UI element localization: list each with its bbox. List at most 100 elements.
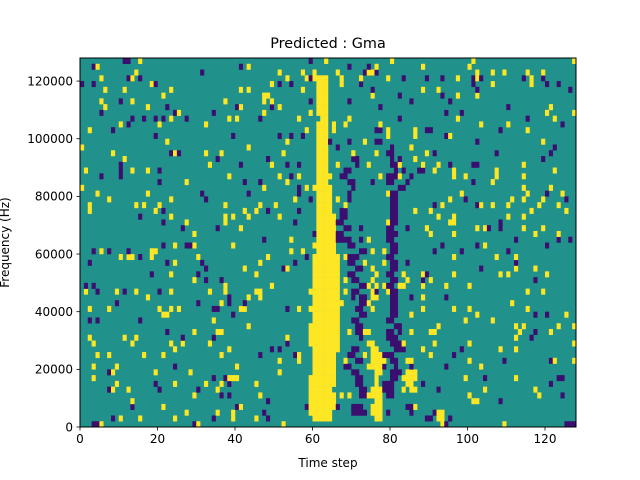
heatmap-cell bbox=[378, 403, 383, 410]
heatmap-cell bbox=[343, 173, 348, 180]
heatmap-cell bbox=[145, 104, 151, 111]
heatmap-cell bbox=[347, 352, 352, 359]
heatmap-cell bbox=[475, 92, 480, 99]
heatmap-cell bbox=[374, 386, 379, 393]
heatmap-cell bbox=[459, 346, 464, 353]
heatmap-cell bbox=[324, 334, 329, 341]
heatmap-cell bbox=[80, 184, 85, 191]
heatmap-cell bbox=[541, 196, 546, 203]
heatmap-cell bbox=[161, 92, 166, 99]
heatmap-cell bbox=[386, 190, 391, 197]
heatmap-cell bbox=[134, 334, 139, 341]
heatmap-cell bbox=[87, 317, 92, 324]
heatmap-cell bbox=[328, 323, 333, 330]
heatmap-cell bbox=[324, 317, 329, 324]
heatmap-cell bbox=[355, 305, 360, 312]
heatmap-cell bbox=[514, 334, 519, 341]
heatmap-cell bbox=[440, 75, 445, 82]
heatmap-cell bbox=[246, 86, 251, 93]
heatmap-cell bbox=[541, 75, 546, 82]
heatmap-cell bbox=[320, 311, 325, 318]
heatmap-cell bbox=[316, 317, 321, 324]
heatmap-cell bbox=[219, 380, 224, 387]
heatmap-cell bbox=[401, 340, 406, 347]
heatmap-cell bbox=[324, 294, 329, 301]
heatmap-cell bbox=[320, 363, 325, 370]
heatmap-cell bbox=[211, 415, 216, 422]
heatmap-cell bbox=[545, 271, 550, 278]
heatmap-cell bbox=[351, 254, 356, 261]
heatmap-cell bbox=[204, 265, 209, 272]
heatmap-cell bbox=[235, 363, 240, 370]
heatmap-cell bbox=[471, 398, 476, 405]
heatmap-cell bbox=[277, 369, 282, 376]
heatmap-cell bbox=[320, 398, 325, 405]
heatmap-cell bbox=[157, 202, 162, 209]
heatmap-cell bbox=[390, 369, 395, 376]
heatmap-cell bbox=[490, 317, 495, 324]
heatmap-cell bbox=[173, 415, 178, 422]
heatmap-cell bbox=[339, 173, 344, 180]
heatmap-cell bbox=[521, 196, 526, 203]
heatmap-cell bbox=[223, 213, 228, 220]
heatmap-cell bbox=[320, 202, 325, 209]
heatmap-cell bbox=[328, 380, 333, 387]
heatmap-cell bbox=[335, 69, 340, 76]
heatmap-cell bbox=[320, 375, 325, 382]
heatmap-cell bbox=[91, 421, 96, 428]
heatmap-cell bbox=[359, 282, 364, 289]
heatmap-cell bbox=[475, 161, 480, 168]
heatmap-cell bbox=[444, 282, 449, 289]
heatmap-cell bbox=[366, 363, 371, 370]
heatmap-cell bbox=[355, 317, 360, 324]
heatmap-cell bbox=[331, 323, 337, 330]
heatmap-cell bbox=[95, 288, 100, 295]
heatmap-cell bbox=[308, 334, 313, 341]
heatmap-cell bbox=[95, 190, 100, 197]
heatmap-cell bbox=[324, 150, 329, 157]
heatmap-cell bbox=[169, 86, 174, 93]
heatmap-cell bbox=[235, 115, 240, 122]
heatmap-cell bbox=[312, 305, 317, 312]
heatmap-cell bbox=[331, 225, 337, 232]
heatmap-cell bbox=[262, 92, 267, 99]
heatmap-cell bbox=[370, 248, 375, 255]
heatmap-cell bbox=[328, 190, 333, 197]
heatmap-cell bbox=[111, 386, 116, 393]
heatmap-cell bbox=[343, 236, 348, 243]
heatmap-cell bbox=[328, 415, 333, 422]
heatmap-cell bbox=[269, 346, 275, 353]
heatmap-cell bbox=[331, 230, 337, 237]
heatmap-cell bbox=[312, 69, 317, 76]
heatmap-cell bbox=[498, 219, 503, 226]
heatmap-cell bbox=[316, 294, 321, 301]
heatmap-cell bbox=[328, 317, 333, 324]
heatmap-cell bbox=[149, 254, 154, 261]
heatmap-cell bbox=[545, 242, 550, 249]
heatmap-cell bbox=[331, 398, 337, 405]
heatmap-cell bbox=[502, 357, 507, 364]
heatmap-cell bbox=[533, 311, 538, 318]
heatmap-cell bbox=[312, 271, 317, 278]
heatmap-cell bbox=[211, 305, 216, 312]
heatmap-cell bbox=[421, 161, 426, 168]
heatmap-cell bbox=[494, 150, 499, 157]
heatmap-cell bbox=[297, 161, 302, 168]
heatmap-cell bbox=[328, 173, 333, 180]
heatmap-cell bbox=[397, 323, 402, 330]
heatmap-cell bbox=[324, 346, 329, 353]
heatmap-cell bbox=[359, 294, 364, 301]
heatmap-cell bbox=[320, 127, 325, 134]
heatmap-cell bbox=[382, 259, 387, 266]
heatmap-cell bbox=[405, 380, 410, 387]
heatmap-cell bbox=[153, 369, 158, 376]
heatmap-cell bbox=[235, 403, 240, 410]
heatmap-cell bbox=[242, 207, 247, 214]
heatmap-cell bbox=[99, 248, 104, 255]
heatmap-cell bbox=[409, 369, 414, 376]
heatmap-cell bbox=[366, 300, 371, 307]
heatmap-cell bbox=[386, 219, 391, 226]
heatmap-cell bbox=[521, 173, 526, 180]
heatmap-cell bbox=[355, 277, 360, 284]
heatmap-cell bbox=[386, 282, 391, 289]
